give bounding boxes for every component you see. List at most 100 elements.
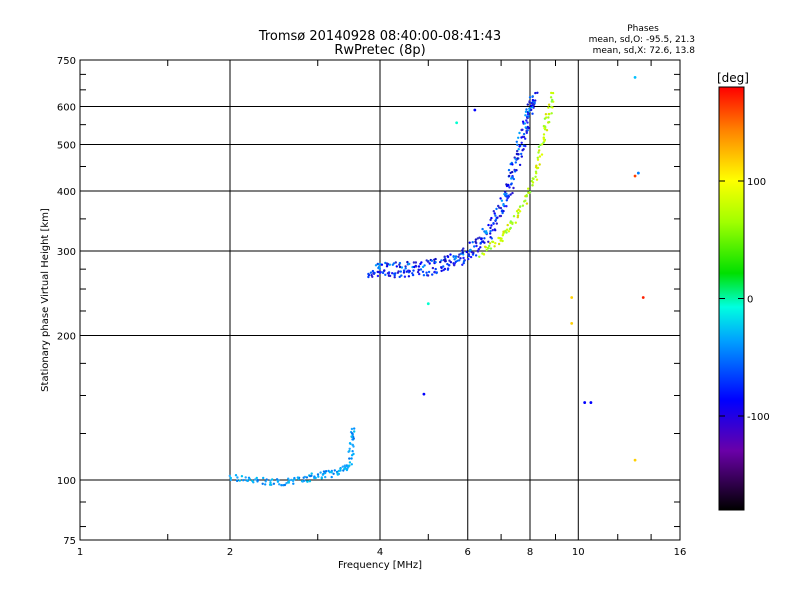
- data-point: [369, 271, 373, 274]
- data-point: [397, 270, 400, 273]
- data-point: [494, 214, 497, 217]
- grid-lines: [80, 60, 680, 540]
- data-point: [545, 116, 548, 119]
- data-point: [505, 199, 508, 202]
- data-point: [456, 259, 459, 262]
- data-point: [458, 253, 461, 256]
- data-point: [490, 216, 493, 220]
- data-point: [473, 245, 476, 248]
- data-point: [517, 211, 520, 215]
- data-point: [309, 474, 312, 478]
- data-point: [589, 401, 593, 404]
- data-point: [332, 472, 335, 475]
- data-point: [316, 473, 320, 476]
- data-point: [522, 132, 526, 136]
- data-point: [423, 264, 426, 267]
- data-point: [493, 228, 496, 231]
- data-point: [254, 478, 257, 481]
- data-point: [549, 96, 553, 99]
- data-point: [508, 227, 512, 231]
- y-tick-label: 750: [57, 56, 76, 67]
- data-point: [516, 149, 519, 153]
- data-point: [570, 296, 574, 299]
- data-point: [313, 475, 316, 478]
- data-point: [449, 253, 452, 256]
- data-point: [411, 273, 415, 277]
- colorbar-tick-label: 0: [747, 295, 753, 306]
- data-point: [421, 265, 425, 269]
- data-point: [449, 261, 453, 264]
- data-point: [509, 220, 512, 223]
- data-point: [348, 461, 352, 464]
- data-point: [489, 236, 492, 239]
- data-point: [514, 161, 517, 164]
- data-point: [408, 270, 411, 273]
- y-axis-label: Stationary phase Virtual Height [km]: [40, 208, 51, 392]
- data-point: [473, 108, 477, 112]
- data-point: [501, 239, 504, 243]
- data-point: [502, 209, 505, 213]
- data-point: [444, 260, 447, 263]
- data-point: [398, 263, 401, 266]
- data-point: [526, 121, 529, 124]
- data-point: [443, 255, 446, 258]
- data-point: [229, 478, 232, 482]
- data-point: [347, 450, 350, 453]
- data-point: [478, 236, 481, 239]
- data-point: [255, 476, 258, 480]
- data-point: [496, 216, 499, 219]
- data-point: [489, 232, 492, 235]
- data-point: [516, 214, 520, 217]
- data-point: [256, 478, 260, 482]
- data-point: [528, 96, 532, 99]
- data-point: [486, 246, 490, 250]
- data-point: [454, 255, 458, 258]
- x-tick-label: 2: [227, 547, 233, 558]
- data-point: [474, 238, 478, 241]
- data-point: [493, 212, 496, 215]
- data-point: [538, 155, 542, 158]
- data-point: [465, 250, 468, 254]
- data-point: [341, 465, 344, 468]
- data-point: [502, 204, 505, 207]
- data-point: [529, 190, 532, 194]
- data-point: [547, 116, 550, 119]
- data-point: [537, 151, 540, 154]
- data-point: [404, 267, 407, 270]
- data-point: [324, 475, 327, 479]
- data-point: [422, 274, 426, 277]
- data-point: [269, 481, 272, 484]
- data-point: [280, 484, 283, 487]
- data-point: [583, 401, 587, 404]
- colorbar-tick-label: -100: [747, 412, 770, 423]
- data-point: [461, 263, 464, 266]
- data-point: [524, 114, 527, 117]
- data-point: [367, 275, 370, 279]
- data-point: [320, 477, 323, 480]
- data-point: [495, 222, 498, 225]
- y-tick-label: 100: [57, 476, 76, 487]
- data-point: [350, 435, 353, 438]
- data-point: [377, 270, 380, 274]
- data-point: [421, 270, 425, 273]
- data-point: [412, 261, 416, 264]
- data-point: [310, 472, 313, 475]
- data-point: [500, 237, 503, 240]
- data-point: [278, 483, 281, 486]
- data-point: [495, 207, 498, 211]
- data-point: [380, 263, 384, 266]
- data-point: [485, 230, 488, 233]
- data-point: [399, 270, 402, 273]
- data-point: [521, 120, 525, 123]
- data-point: [394, 272, 397, 275]
- data-point: [506, 223, 509, 227]
- data-point: [475, 244, 478, 248]
- data-point: [543, 139, 546, 143]
- data-point: [534, 165, 538, 169]
- data-point: [381, 271, 384, 274]
- data-point: [461, 249, 464, 252]
- data-point: [452, 255, 455, 258]
- data-point: [494, 242, 497, 245]
- data-point: [371, 275, 374, 278]
- data-point: [517, 136, 520, 139]
